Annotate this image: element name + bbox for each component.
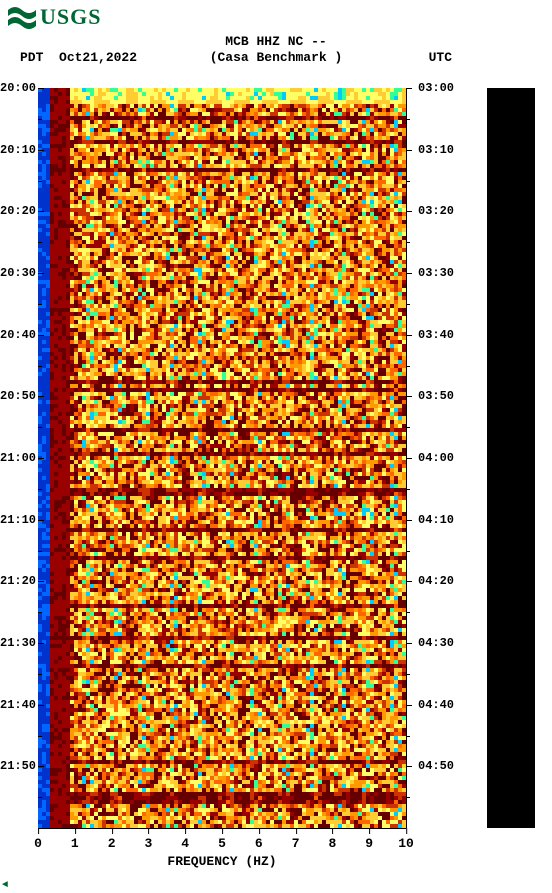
y-left-tick: 20:10	[0, 143, 38, 157]
logo-text: USGS	[40, 4, 101, 30]
x-tick: 10	[398, 828, 414, 843]
y-left-tick: 21:50	[0, 759, 38, 773]
y-axis-left: 20:0020:1020:2020:3020:4020:5021:0021:10…	[0, 88, 38, 828]
y-right-tick: 03:50	[406, 389, 466, 403]
y-right-tick: 03:20	[406, 204, 466, 218]
plot-area	[38, 88, 406, 848]
x-tick: 0	[34, 828, 42, 843]
x-tick: 5	[218, 828, 226, 843]
wave-icon	[8, 4, 36, 30]
x-tick: 1	[71, 828, 79, 843]
y-left-tick: 20:30	[0, 266, 38, 280]
y-left-tick: 20:00	[0, 81, 38, 95]
header-right: UTC	[429, 50, 452, 65]
x-tick: 3	[144, 828, 152, 843]
y-left-tick: 20:20	[0, 204, 38, 218]
corner-mark: ◄	[2, 880, 8, 891]
date: Oct21,2022	[59, 50, 137, 65]
x-tick: 7	[292, 828, 300, 843]
y-left-tick: 21:30	[0, 636, 38, 650]
x-tick: 2	[108, 828, 116, 843]
y-left-tick: 20:50	[0, 389, 38, 403]
x-axis-label: FREQUENCY (HZ)	[38, 854, 406, 869]
x-tick: 4	[181, 828, 189, 843]
y-left-tick: 21:10	[0, 513, 38, 527]
y-right-tick: 03:30	[406, 266, 466, 280]
y-right-tick: 04:20	[406, 574, 466, 588]
y-right-tick: 03:10	[406, 143, 466, 157]
tz-left: PDT	[20, 50, 43, 65]
y-right-tick: 04:50	[406, 759, 466, 773]
y-axis-right: 03:0003:1003:2003:3003:4003:5004:0004:10…	[406, 88, 466, 828]
y-left-tick: 20:40	[0, 328, 38, 342]
tz-right: UTC	[429, 50, 452, 65]
y-left-tick: 21:00	[0, 451, 38, 465]
spectrogram	[38, 88, 406, 828]
usgs-logo: USGS	[8, 4, 101, 30]
x-tick: 9	[365, 828, 373, 843]
x-axis: FREQUENCY (HZ) 012345678910	[38, 828, 406, 868]
y-right-tick: 03:00	[406, 81, 466, 95]
x-tick: 6	[255, 828, 263, 843]
y-right-tick: 04:10	[406, 513, 466, 527]
y-right-tick: 03:40	[406, 328, 466, 342]
y-right-tick: 04:40	[406, 698, 466, 712]
y-left-tick: 21:40	[0, 698, 38, 712]
x-tick: 8	[328, 828, 336, 843]
y-right-tick: 04:30	[406, 636, 466, 650]
title-line1: MCB HHZ NC --	[0, 34, 552, 50]
y-right-tick: 04:00	[406, 451, 466, 465]
spectrogram-canvas	[38, 88, 406, 828]
y-left-tick: 21:20	[0, 574, 38, 588]
header-left: PDT Oct21,2022	[20, 50, 137, 65]
colorbar	[487, 88, 535, 828]
